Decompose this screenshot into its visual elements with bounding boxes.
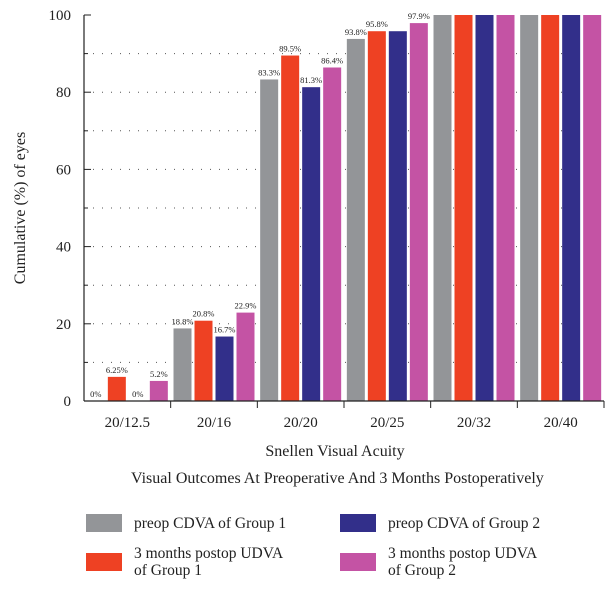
legend-swatch xyxy=(86,553,122,571)
data-label: 86.4% xyxy=(321,55,343,65)
legend-swatch xyxy=(340,553,376,571)
x-tick-label: 20/12.5 xyxy=(105,415,150,431)
bar xyxy=(173,328,192,401)
bar xyxy=(194,320,213,401)
legend-item-postop-udva-group-2: 3 months postop UDVA of Group 2 xyxy=(340,545,537,579)
data-label: 5.2% xyxy=(150,369,168,379)
data-label: 6.25% xyxy=(106,365,128,375)
y-tick-label: 40 xyxy=(56,240,71,256)
data-label: 22.9% xyxy=(235,301,257,311)
bar xyxy=(475,15,494,401)
x-tick-label: 20/16 xyxy=(197,415,232,431)
legend-label: 3 months postop UDVA of Group 1 xyxy=(134,545,284,579)
y-tick-label: 0 xyxy=(64,394,72,410)
legend-item-preop-cdva-group-2: preop CDVA of Group 2 xyxy=(340,514,540,532)
legend-swatch xyxy=(340,514,376,532)
data-labels: 0% 18.8% 83.3% 93.8% 6.25% 20.8% 89.5% 95.8% 0% 1… xyxy=(90,11,430,399)
bar xyxy=(281,55,300,401)
bar xyxy=(496,15,515,401)
legend-item-postop-udva-group-1: 3 months postop UDVA of Group 1 xyxy=(86,545,283,579)
bar xyxy=(388,31,407,401)
data-label: 93.8% xyxy=(345,27,367,37)
bar xyxy=(323,67,342,401)
x-tick-label: 20/32 xyxy=(457,415,491,431)
y-tick-label: 100 xyxy=(49,8,72,24)
data-label: 16.7% xyxy=(214,325,236,335)
axes: 0 20 40 60 80 100 20/12.5 20/16 20/20 20/25 20/32 2… xyxy=(49,8,605,431)
legend-label: preop CDVA of Group 1 xyxy=(134,514,287,532)
chart-subtitle: Visual Outcomes At Preoperative And 3 Mo… xyxy=(131,470,544,487)
y-tick-label: 80 xyxy=(56,85,71,101)
y-tick-label: 60 xyxy=(56,162,71,178)
bars xyxy=(107,15,602,402)
data-label: 83.3% xyxy=(258,67,280,77)
bar xyxy=(346,38,365,401)
bar xyxy=(149,380,168,401)
bar xyxy=(433,15,452,401)
x-tick-label: 20/40 xyxy=(544,415,578,431)
bar-chart: 0% 18.8% 83.3% 93.8% 6.25% 20.8% 89.5% 95.8% 0% 1… xyxy=(12,8,605,460)
x-tick-label: 20/20 xyxy=(284,415,318,431)
y-axis-title: Cumulative (%) of eyes xyxy=(12,132,29,284)
bar xyxy=(454,15,473,401)
bar xyxy=(562,15,581,401)
bar xyxy=(520,15,539,401)
bar xyxy=(409,23,428,402)
bar xyxy=(367,31,386,401)
bar xyxy=(302,87,321,401)
bar xyxy=(107,376,126,401)
x-axis-title: Snellen Visual Acuity xyxy=(265,443,404,460)
bar xyxy=(583,15,602,401)
data-label: 95.8% xyxy=(366,19,388,29)
bar xyxy=(236,312,255,401)
data-label: 97.9% xyxy=(408,11,430,21)
legend-swatch xyxy=(86,514,122,532)
legend-label: preop CDVA of Group 2 xyxy=(388,514,541,532)
legend-label: 3 months postop UDVA of Group 2 xyxy=(388,545,538,579)
bar xyxy=(215,336,234,401)
data-label: 81.3% xyxy=(300,75,322,85)
data-label: 0% xyxy=(90,389,101,399)
legend-item-preop-cdva-group-1: preop CDVA of Group 1 xyxy=(86,514,286,532)
data-label: 0% xyxy=(132,389,143,399)
data-label: 18.8% xyxy=(172,316,194,326)
x-tick-label: 20/25 xyxy=(370,415,404,431)
data-label: 89.5% xyxy=(279,44,301,54)
data-label: 20.8% xyxy=(193,309,215,319)
y-tick-label: 20 xyxy=(56,317,71,333)
bar xyxy=(260,79,279,401)
bar xyxy=(541,15,560,401)
